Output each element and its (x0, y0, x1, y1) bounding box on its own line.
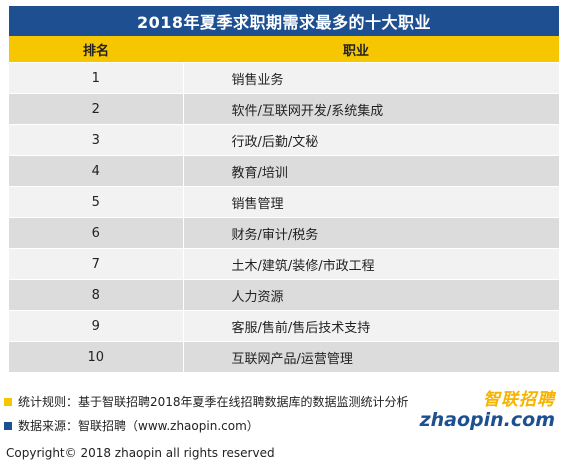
yellow-square-icon (4, 397, 12, 406)
table-row: 2 软件/互联网开发/系统集成 (9, 93, 559, 125)
job-cell: 销售业务 (183, 62, 559, 94)
data-source-note: 数据来源：智联招聘（www.zhaopin.com） (4, 417, 259, 434)
data-source-text: 数据来源：智联招聘（www.zhaopin.com） (18, 419, 259, 433)
stat-rule-note: 统计规则：基于智联招聘2018年夏季在线招聘数据库的数据监测统计分析 (4, 393, 409, 410)
rank-cell: 7 (9, 248, 184, 280)
table-header-row: 排名 职业 (9, 36, 559, 63)
rank-cell: 10 (9, 341, 184, 372)
job-cell: 人力资源 (183, 279, 559, 311)
ranking-table: 排名 职业 1 销售业务 2 软件/互联网开发/系统集成 3 行政/后勤/文秘 … (9, 36, 559, 372)
job-cell: 土木/建筑/装修/市政工程 (183, 248, 559, 280)
job-cell: 财务/审计/税务 (183, 217, 559, 249)
table-row: 4 教育/培训 (9, 155, 559, 187)
table-row: 1 销售业务 (9, 62, 559, 94)
blue-square-icon (4, 421, 12, 430)
table-row: 7 土木/建筑/装修/市政工程 (9, 248, 559, 280)
job-cell: 行政/后勤/文秘 (183, 124, 559, 156)
zhaopin-logo: 智联招聘 zhaopin.com (420, 390, 555, 430)
table-row: 9 客服/售前/售后技术支持 (9, 310, 559, 342)
header-job: 职业 (183, 36, 559, 63)
rank-cell: 2 (9, 93, 184, 125)
table-row: 5 销售管理 (9, 186, 559, 218)
table-row: 6 财务/审计/税务 (9, 217, 559, 249)
job-cell: 销售管理 (183, 186, 559, 218)
rank-cell: 3 (9, 124, 184, 156)
stat-rule-text: 统计规则：基于智联招聘2018年夏季在线招聘数据库的数据监测统计分析 (18, 395, 409, 409)
rank-cell: 8 (9, 279, 184, 311)
table-title: 2018年夏季求职期需求最多的十大职业 (9, 6, 559, 36)
table-row: 10 互联网产品/运营管理 (9, 341, 559, 372)
job-cell: 软件/互联网开发/系统集成 (183, 93, 559, 125)
table-row: 8 人力资源 (9, 279, 559, 311)
rank-cell: 4 (9, 155, 184, 187)
logo-en-text: zhaopin.com (419, 409, 555, 431)
job-cell: 教育/培训 (183, 155, 559, 187)
copyright-text: Copyright© 2018 zhaopin all rights reser… (6, 446, 275, 460)
job-cell: 客服/售前/售后技术支持 (183, 310, 559, 342)
rank-cell: 5 (9, 186, 184, 218)
header-rank: 排名 (9, 36, 183, 63)
rank-cell: 1 (9, 62, 184, 94)
logo-cn-text: 智联招聘 (483, 390, 555, 410)
rank-cell: 6 (9, 217, 184, 249)
rank-cell: 9 (9, 310, 184, 342)
table-row: 3 行政/后勤/文秘 (9, 124, 559, 156)
job-cell: 互联网产品/运营管理 (183, 341, 559, 372)
